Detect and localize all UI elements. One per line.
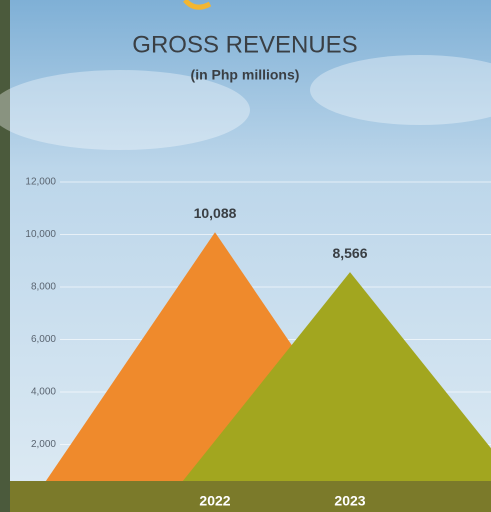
y-tick-label: 6,000 <box>31 334 56 345</box>
x-tick-label: 2022 <box>199 493 230 509</box>
y-tick-label: 4,000 <box>31 387 56 398</box>
cloud <box>310 55 491 125</box>
base-bar <box>10 481 491 512</box>
data-label: 8,566 <box>332 245 367 261</box>
y-tick-label: 8,000 <box>31 282 56 293</box>
decoration <box>183 0 212 10</box>
cloud <box>0 70 250 150</box>
y-tick-label: 10,000 <box>25 229 56 240</box>
y-tick-label: 12,000 <box>25 177 56 188</box>
chart-subtitle: (in Php millions) <box>191 67 300 83</box>
data-label: 10,088 <box>194 205 237 221</box>
triangle <box>170 272 491 497</box>
y-tick-label: 2,000 <box>31 439 56 450</box>
x-tick-label: 2023 <box>334 493 365 509</box>
chart-title: GROSS REVENUES <box>132 31 357 58</box>
labels: 10,088 2022 8,566 2023 <box>194 205 368 509</box>
